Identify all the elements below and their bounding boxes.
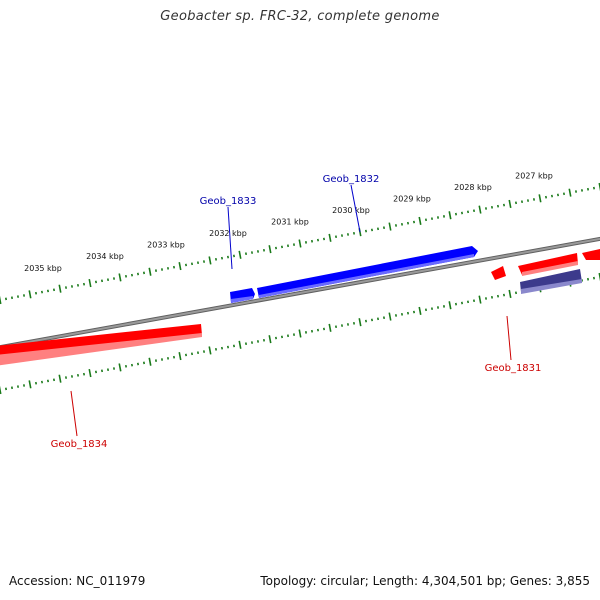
major-tick	[118, 273, 122, 282]
outer-tick-ring	[0, 182, 600, 305]
major-tick	[328, 323, 332, 332]
major-tick	[388, 222, 392, 231]
major-tick	[208, 346, 212, 355]
scale-label: 2027 kbp	[515, 171, 553, 180]
scale-label: 2031 kbp	[271, 217, 309, 226]
major-tick	[28, 290, 32, 299]
major-tick	[448, 211, 452, 220]
major-tick	[88, 368, 92, 378]
gene-label-geob-1834[interactable]: Geob_1834	[51, 439, 108, 450]
major-tick	[298, 329, 302, 338]
major-tick	[58, 284, 62, 293]
major-tick	[478, 295, 482, 304]
major-tick	[298, 239, 302, 248]
major-tick	[268, 335, 272, 344]
major-tick	[238, 340, 242, 349]
major-tick	[358, 318, 362, 327]
backbone	[0, 236, 600, 350]
other-feature[interactable]	[520, 269, 582, 292]
major-tick	[238, 250, 242, 259]
scale-label: 2030 kbp	[332, 206, 370, 215]
major-tick	[178, 352, 182, 361]
map-title: Geobacter sp. FRC-32, complete genome	[160, 9, 440, 24]
major-tick	[538, 194, 542, 203]
major-tick	[58, 374, 62, 383]
gene-feature-reverse-1829[interactable]	[582, 249, 600, 260]
scale-label: 2033 kbp	[147, 241, 185, 250]
gene-feature-geob-1834[interactable]	[0, 324, 202, 357]
major-tick	[448, 301, 452, 310]
scale-label: 2035 kbp	[24, 264, 62, 273]
major-tick	[388, 312, 392, 321]
major-tick	[418, 306, 422, 315]
major-tick	[418, 216, 422, 225]
major-tick	[508, 199, 512, 209]
major-tick	[118, 363, 122, 372]
major-tick	[268, 245, 272, 254]
major-tick	[208, 256, 212, 265]
forward-features	[230, 246, 478, 303]
gene-label-geob-1831[interactable]: Geob_1831	[485, 363, 542, 374]
major-tick	[0, 385, 2, 395]
major-tick	[568, 188, 572, 197]
scale-labels: 2035 kbp 2034 kbp 2033 kbp 2032 kbp 2031 kbp…	[24, 171, 553, 272]
major-tick	[148, 357, 152, 366]
major-tick	[508, 289, 512, 299]
scale-label: 2032 kbp	[209, 229, 247, 238]
scale-label: 2034 kbp	[86, 252, 124, 261]
genome-summary: Topology: circular; Length: 4,304,501 bp…	[260, 574, 590, 588]
gene-label-geob-1832[interactable]: Geob_1832	[323, 174, 380, 185]
scale-label: 2028 kbp	[454, 183, 492, 192]
major-tick	[478, 205, 482, 214]
major-tick	[148, 267, 152, 276]
major-tick	[0, 295, 2, 305]
reverse-features	[0, 249, 600, 366]
major-tick	[28, 380, 32, 389]
gene-feature-geob-1831[interactable]	[491, 266, 506, 280]
gene-feature-reverse-1830[interactable]	[518, 253, 578, 275]
accession-text: Accession: NC_011979	[9, 574, 146, 588]
label-leaders	[70, 184, 512, 437]
gene-label-geob-1833[interactable]: Geob_1833	[200, 196, 257, 207]
major-tick	[328, 233, 332, 242]
major-tick	[178, 262, 182, 271]
major-tick	[88, 278, 92, 288]
scale-label: 2029 kbp	[393, 194, 431, 203]
